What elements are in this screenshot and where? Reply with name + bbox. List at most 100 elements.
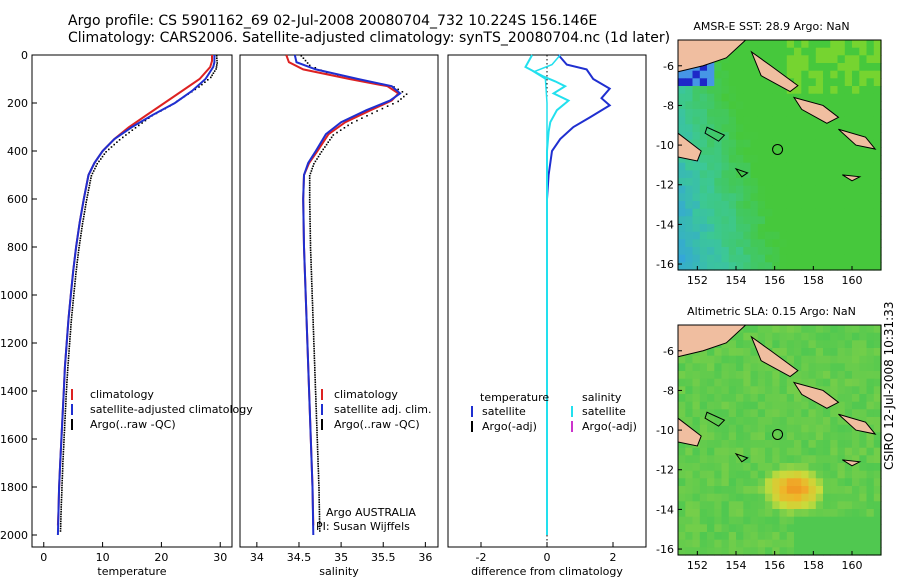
map-cell <box>823 231 831 240</box>
map-cell <box>837 231 846 240</box>
argo-point <box>336 131 338 134</box>
map-cell <box>772 86 781 95</box>
argo-point <box>61 467 64 470</box>
map-cell <box>743 101 752 110</box>
map-cell <box>736 78 744 87</box>
map-cell <box>786 409 795 418</box>
argo-point <box>330 136 333 139</box>
zero-line-dot <box>546 543 548 545</box>
argo-point <box>90 177 92 179</box>
argo-point <box>90 175 93 177</box>
map-cell <box>844 539 853 548</box>
argo-point <box>309 215 311 218</box>
map-cell <box>794 109 802 118</box>
map-cell <box>714 185 723 194</box>
map-cell <box>808 93 817 102</box>
argo-point <box>61 470 64 472</box>
map-cell <box>692 501 701 510</box>
map-cell <box>808 432 817 441</box>
argo-point <box>312 311 314 314</box>
map-cell <box>844 216 853 225</box>
map-cell <box>823 524 831 533</box>
argo-point <box>105 151 107 153</box>
map-cell <box>707 532 715 541</box>
map-cell <box>866 254 875 263</box>
map-cell <box>844 185 853 194</box>
map-cell <box>721 231 730 240</box>
map-cell <box>750 254 759 263</box>
map-cell <box>779 348 788 357</box>
map-cell <box>692 93 701 102</box>
map-cell <box>837 363 846 372</box>
map-cell <box>685 254 694 263</box>
argo-point <box>314 374 316 376</box>
map-cell <box>801 363 810 372</box>
map-cell <box>757 455 766 464</box>
map-cell <box>714 78 723 87</box>
map-cell <box>866 524 875 533</box>
map-cell <box>779 40 788 49</box>
map-cell <box>859 409 868 418</box>
map-cell <box>757 401 766 410</box>
map-cell <box>873 470 882 479</box>
map-cell <box>721 132 730 141</box>
map-cell <box>859 208 868 217</box>
map-cell <box>743 371 752 380</box>
argo-point <box>61 487 63 489</box>
map-cell <box>830 432 839 441</box>
map-cell <box>859 224 868 233</box>
argo-point <box>78 242 81 244</box>
argo-point <box>67 355 70 357</box>
map-cell <box>815 547 824 556</box>
xtick-label: 34 <box>250 551 264 564</box>
argo-point <box>74 283 76 285</box>
map-cell <box>786 224 795 233</box>
map-cell <box>815 539 824 548</box>
argo-point <box>315 395 317 398</box>
map-cell <box>757 262 766 271</box>
map-cell <box>801 539 810 548</box>
map-cell <box>852 340 860 349</box>
map-cell <box>873 216 882 225</box>
argo-point <box>313 343 315 345</box>
map-cell <box>866 55 875 64</box>
map-cell <box>859 239 868 248</box>
map-cell <box>750 532 759 541</box>
map-cell <box>750 47 759 56</box>
map-cell <box>721 348 730 357</box>
map-cell <box>707 86 715 95</box>
argo-point <box>311 307 314 309</box>
map-cell <box>786 424 795 433</box>
map-cell <box>844 93 853 102</box>
argo-point <box>73 287 76 290</box>
map-cell <box>707 170 715 179</box>
argo-point <box>315 400 317 403</box>
map-cell <box>866 162 875 171</box>
argo-point <box>318 482 320 484</box>
map-cell <box>772 401 781 410</box>
argo-point <box>308 199 311 201</box>
ytick-label: -12 <box>656 464 674 477</box>
map-cell <box>844 201 853 210</box>
argo-point <box>83 211 86 213</box>
map-cell <box>873 231 882 240</box>
map-cell <box>728 401 737 410</box>
argo-point <box>309 239 312 242</box>
map-cell <box>743 47 752 56</box>
map-cell <box>772 509 781 518</box>
map-cell <box>808 78 817 87</box>
map-cell <box>772 463 781 472</box>
map-cell <box>678 93 686 102</box>
map-cell <box>728 355 737 364</box>
legend-item: Argo(-adj) <box>482 420 537 433</box>
map-cell <box>736 516 744 525</box>
argo-point <box>77 251 80 254</box>
map-cell <box>866 455 875 464</box>
map-cell <box>801 509 810 518</box>
map-cell <box>743 216 752 225</box>
map-cell <box>692 455 701 464</box>
argo-point <box>318 506 321 508</box>
map-cell <box>707 371 715 380</box>
map-cell <box>801 63 810 72</box>
legend-title-salinity: salinity <box>582 391 622 404</box>
